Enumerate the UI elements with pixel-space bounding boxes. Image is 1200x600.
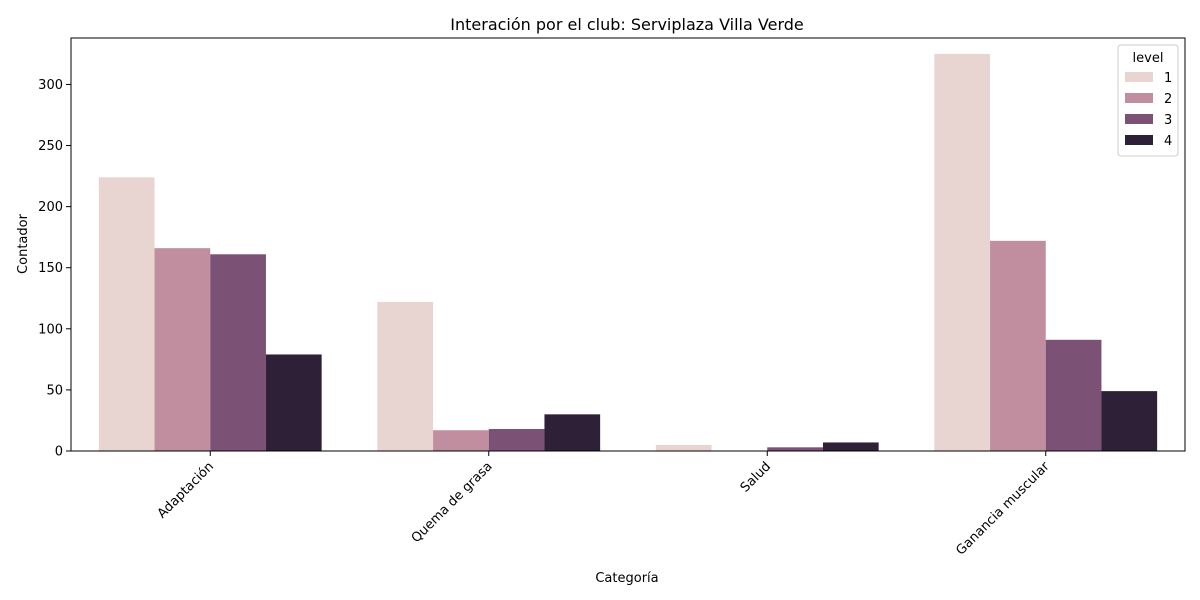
plot-frame xyxy=(70,37,1186,452)
legend-swatch-3 xyxy=(1125,114,1153,124)
legend-label-4: 4 xyxy=(1164,134,1172,149)
bar-level-1-1 xyxy=(377,301,434,451)
x-tick-label: Salud xyxy=(738,459,774,495)
legend-label-2: 2 xyxy=(1164,92,1172,107)
y-tick-label: 100 xyxy=(38,322,63,337)
y-tick-label: 200 xyxy=(38,200,63,215)
bar-level-3-2 xyxy=(767,447,823,451)
y-tick-label: 150 xyxy=(38,261,63,276)
legend-title: level xyxy=(1133,51,1164,66)
y-tick-label: 300 xyxy=(38,78,63,93)
bar-level-1-3 xyxy=(934,53,991,451)
x-tick-label: Adaptación xyxy=(155,459,217,521)
y-tick-label: 50 xyxy=(46,383,63,398)
bar-level-4-1 xyxy=(544,414,601,451)
bar-level-3-1 xyxy=(488,429,545,451)
legend-swatch-4 xyxy=(1125,135,1153,145)
bar-level-2-0 xyxy=(154,248,211,451)
y-tick-label: 0 xyxy=(55,445,63,460)
bar-level-2-3 xyxy=(990,240,1046,451)
legend-label-3: 3 xyxy=(1164,113,1172,128)
bar-level-3-3 xyxy=(1045,339,1102,451)
bars-layer xyxy=(98,53,1158,452)
x-tick-label: Ganancia muscular xyxy=(953,459,1053,559)
bar-level-4-3 xyxy=(1101,391,1158,451)
bar-level-4-0 xyxy=(265,354,322,451)
bar-level-1-2 xyxy=(655,444,712,451)
x-axis-title: Categoría xyxy=(595,571,658,586)
x-tick-label: Quema de grasa xyxy=(409,459,496,546)
y-tick-label: 250 xyxy=(38,139,63,154)
legend-label-1: 1 xyxy=(1164,71,1172,86)
bar-level-3-0 xyxy=(210,254,266,451)
legend-swatch-2 xyxy=(1125,93,1153,103)
bar-level-2-1 xyxy=(433,430,489,451)
bar-level-4-2 xyxy=(822,442,879,451)
chart-title: Interación por el club: Serviplaza Villa… xyxy=(450,15,803,34)
bar-level-1-0 xyxy=(98,177,155,452)
legend-swatch-1 xyxy=(1125,72,1153,82)
y-axis-title: Contador xyxy=(16,213,31,274)
